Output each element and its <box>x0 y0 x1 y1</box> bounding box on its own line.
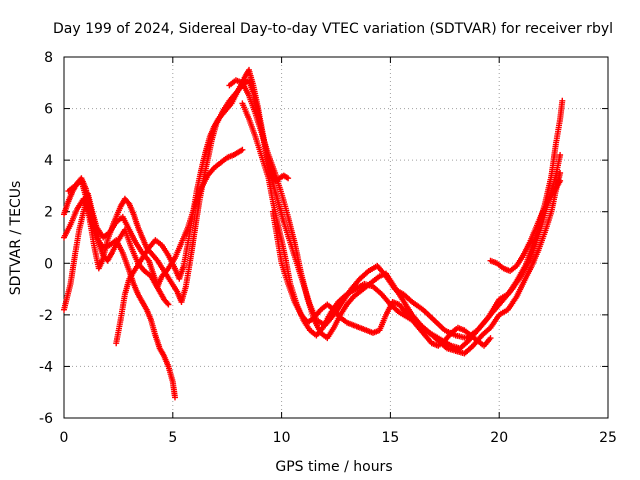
y-tick-label: -4 <box>39 359 53 375</box>
data-point-markers <box>269 208 494 349</box>
grid <box>64 57 608 418</box>
x-tick-label: 15 <box>381 430 399 446</box>
y-tick-label: 8 <box>44 50 53 66</box>
y-tick-label: 2 <box>44 205 53 221</box>
x-tick-label: 10 <box>273 430 291 446</box>
y-tick-label: -2 <box>39 308 53 324</box>
y-tick-label: -6 <box>39 411 53 427</box>
y-axis-label: SDTVAR / TECUs <box>8 181 24 296</box>
chart-title: Day 199 of 2024, Sidereal Day-to-day VTE… <box>53 21 613 37</box>
plot-frame <box>63 56 609 419</box>
series-track-h <box>269 208 494 349</box>
y-tick-label: 6 <box>44 102 53 118</box>
x-tick-label: 5 <box>168 430 177 446</box>
x-tick-label: 25 <box>599 430 617 446</box>
x-tick-label: 20 <box>490 430 508 446</box>
data-marks <box>61 66 566 401</box>
series-track-a <box>61 146 246 313</box>
data-point-markers <box>61 146 246 313</box>
axes: 0 5 10 15 20 25 -6 -4 -2 0 2 4 6 8 <box>39 50 617 446</box>
x-tick-label: 0 <box>60 430 69 446</box>
y-tick-label: 0 <box>44 256 53 272</box>
x-axis-label: GPS time / hours <box>275 459 392 475</box>
series-track-i <box>487 177 564 274</box>
series-track-f <box>226 77 564 357</box>
data-point-markers <box>226 77 564 357</box>
data-point-markers <box>487 177 564 274</box>
y-tick-label: 4 <box>44 153 53 169</box>
